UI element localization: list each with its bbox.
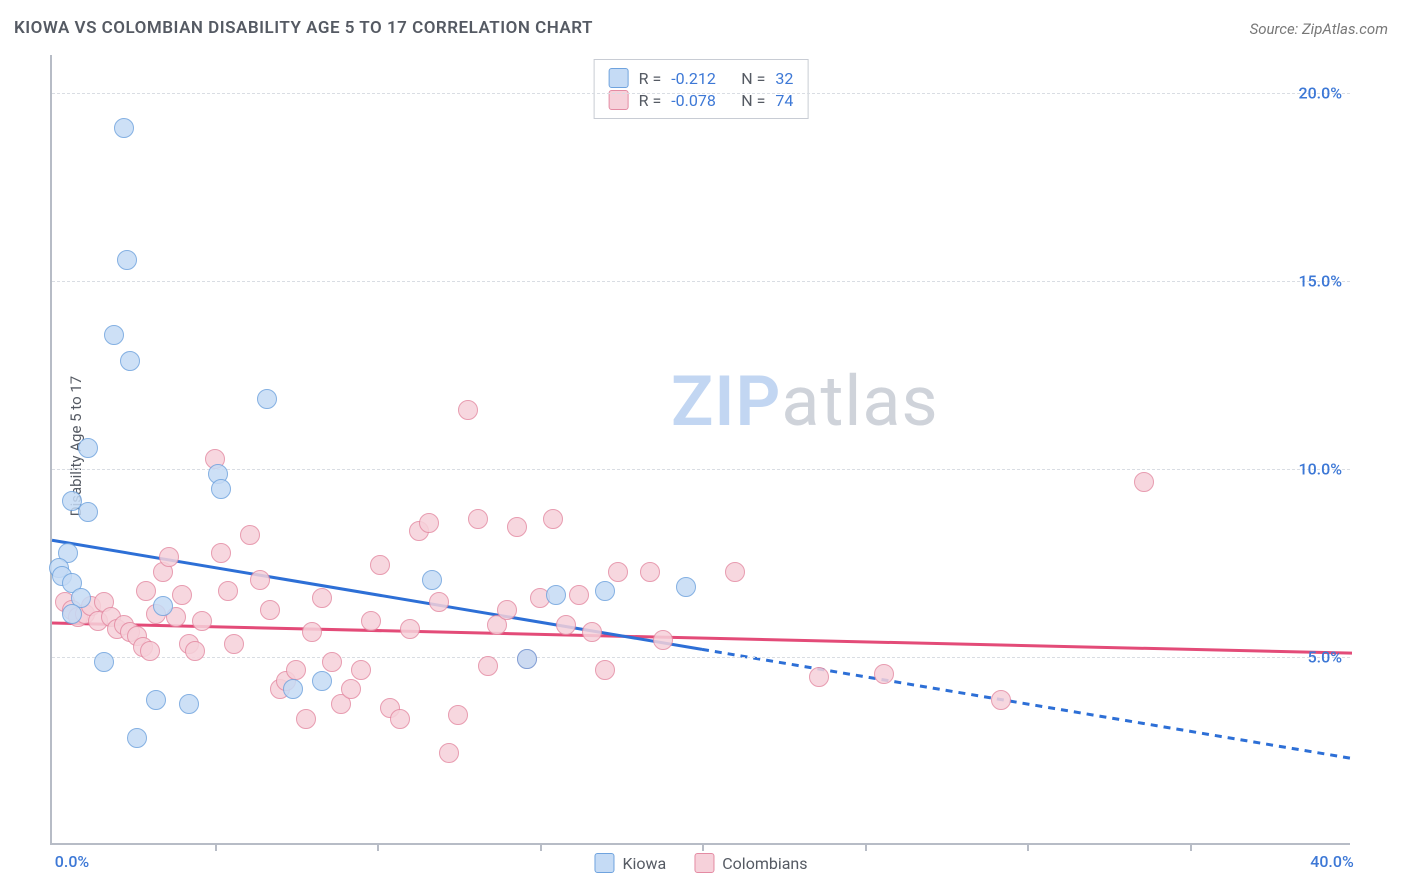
x-tick xyxy=(377,843,379,851)
kiowa-point xyxy=(595,581,615,601)
colombian-point xyxy=(341,679,361,699)
legend-row: R =-0.212N =32 xyxy=(609,68,794,88)
colombian-point xyxy=(595,660,615,680)
colombian-point xyxy=(136,581,156,601)
colombian-point xyxy=(322,652,342,672)
colombian-point xyxy=(543,509,563,529)
y-tick-label: 5.0% xyxy=(1308,647,1342,666)
x-tick xyxy=(1027,843,1029,851)
colombian-point xyxy=(458,400,478,420)
kiowa-point xyxy=(546,585,566,605)
kiowa-point xyxy=(62,604,82,624)
colombian-point xyxy=(185,641,205,661)
colombian-point xyxy=(218,581,238,601)
colombian-point xyxy=(556,615,576,635)
colombian-point xyxy=(140,641,160,661)
legend-swatch xyxy=(694,853,714,873)
x-tick xyxy=(865,843,867,851)
colombian-point xyxy=(159,547,179,567)
y-tick-label: 10.0% xyxy=(1298,459,1342,478)
colombian-point xyxy=(497,600,517,620)
y-tick-label: 20.0% xyxy=(1298,83,1342,102)
colombian-point xyxy=(211,543,231,563)
colombian-point xyxy=(991,690,1011,710)
kiowa-point xyxy=(211,479,231,499)
x-tick xyxy=(1190,843,1192,851)
colombian-point xyxy=(224,634,244,654)
colombian-point xyxy=(260,600,280,620)
colombian-point xyxy=(250,570,270,590)
trend-lines-layer xyxy=(52,55,1350,843)
colombian-point xyxy=(390,709,410,729)
x-tick-label: 40.0% xyxy=(1310,852,1354,871)
colombian-point xyxy=(874,664,894,684)
colombian-point xyxy=(653,630,673,650)
kiowa-point xyxy=(676,577,696,597)
colombian-point xyxy=(1134,472,1154,492)
colombian-point xyxy=(370,555,390,575)
kiowa-point xyxy=(127,728,147,748)
x-tick xyxy=(702,843,704,851)
kiowa-point xyxy=(312,671,332,691)
colombian-point xyxy=(429,592,449,612)
colombian-point xyxy=(419,513,439,533)
colombian-point xyxy=(302,622,322,642)
trend-line xyxy=(702,649,1352,758)
kiowa-point xyxy=(283,679,303,699)
colombian-point xyxy=(351,660,371,680)
colombian-point xyxy=(608,562,628,582)
colombian-point xyxy=(448,705,468,725)
colombian-point xyxy=(400,619,420,639)
legend-swatch xyxy=(594,853,614,873)
x-tick-label: 0.0% xyxy=(55,852,89,871)
colombian-point xyxy=(240,525,260,545)
kiowa-point xyxy=(179,694,199,714)
colombian-point xyxy=(468,509,488,529)
kiowa-point xyxy=(94,652,114,672)
kiowa-point xyxy=(104,325,124,345)
colombian-point xyxy=(507,517,527,537)
x-tick xyxy=(215,843,217,851)
kiowa-point xyxy=(517,649,537,669)
kiowa-point xyxy=(114,118,134,138)
x-tick xyxy=(540,843,542,851)
colombian-point xyxy=(725,562,745,582)
y-tick-label: 15.0% xyxy=(1298,271,1342,290)
chart-title: KIOWA VS COLOMBIAN DISABILITY AGE 5 TO 1… xyxy=(14,18,593,38)
colombian-point xyxy=(640,562,660,582)
kiowa-point xyxy=(257,389,277,409)
colombian-point xyxy=(172,585,192,605)
kiowa-point xyxy=(78,438,98,458)
colombian-point xyxy=(569,585,589,605)
colombian-point xyxy=(192,611,212,631)
colombian-point xyxy=(286,660,306,680)
colombian-point xyxy=(439,743,459,763)
colombian-point xyxy=(582,622,602,642)
correlation-legend: R =-0.212N =32R =-0.078N =74 xyxy=(594,59,809,119)
gridline xyxy=(52,93,1350,94)
legend-swatch xyxy=(609,68,629,88)
gridline xyxy=(52,657,1350,658)
legend-item: Colombians xyxy=(694,853,807,873)
kiowa-point xyxy=(422,570,442,590)
colombian-point xyxy=(809,667,829,687)
colombian-point xyxy=(312,588,332,608)
kiowa-point xyxy=(146,690,166,710)
colombian-point xyxy=(296,709,316,729)
gridline xyxy=(52,281,1350,282)
kiowa-point xyxy=(78,502,98,522)
legend-item: Kiowa xyxy=(594,853,666,873)
kiowa-point xyxy=(117,250,137,270)
kiowa-point xyxy=(153,596,173,616)
source-label: Source: ZipAtlas.com xyxy=(1250,20,1388,38)
series-legend: Kiowa Colombians xyxy=(594,853,807,873)
gridline xyxy=(52,469,1350,470)
colombian-point xyxy=(361,611,381,631)
scatter-plot: ZIPatlas R =-0.212N =32R =-0.078N =74 Ki… xyxy=(50,55,1350,845)
colombian-point xyxy=(478,656,498,676)
kiowa-point xyxy=(120,351,140,371)
